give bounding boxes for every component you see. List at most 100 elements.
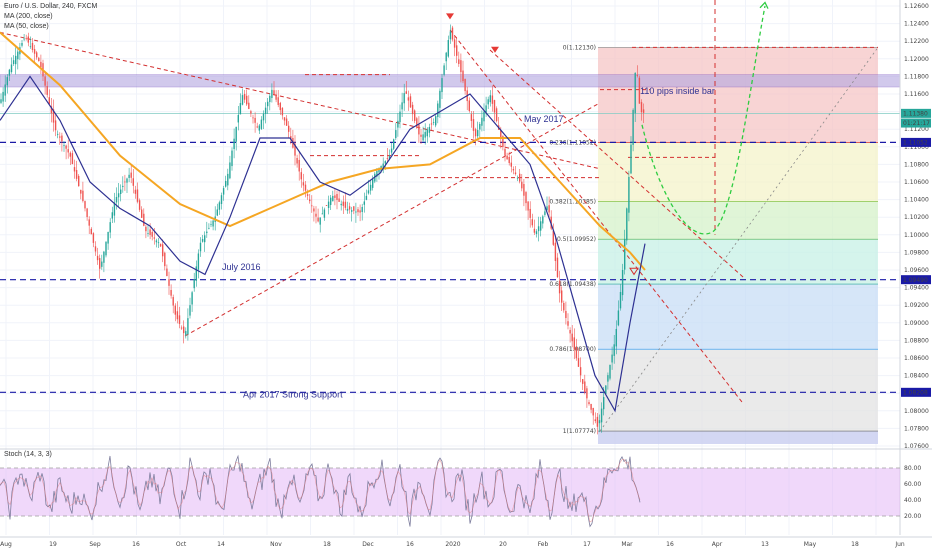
candle-body (481, 117, 483, 126)
candle-body (525, 192, 527, 204)
candle-body (147, 233, 149, 234)
candle-body (120, 189, 122, 195)
candle-body (243, 93, 246, 100)
candle-body (426, 129, 428, 137)
candle-body (332, 195, 334, 202)
candle-body (514, 172, 517, 175)
price-tick-label: 1.12200 (904, 38, 929, 45)
candle-body (75, 170, 78, 179)
candle-body (90, 228, 92, 235)
time-tick-label: Nov (270, 541, 282, 548)
candle-body (521, 181, 523, 189)
candle-body (298, 159, 300, 172)
time-tick-label: 18 (323, 541, 331, 548)
candle-body (336, 193, 338, 200)
candle-body (588, 402, 590, 405)
candle-body (552, 230, 554, 245)
candle-body (235, 126, 237, 142)
candle-body (288, 125, 290, 132)
candle-body (84, 201, 86, 209)
candle-body (157, 242, 160, 244)
price-tick-label: 1.08600 (904, 355, 929, 362)
candle-body (107, 231, 109, 244)
candle-body (193, 279, 195, 289)
candle-body (458, 59, 460, 64)
candle-body (65, 145, 67, 149)
candle-body (141, 209, 143, 218)
candle-body (237, 114, 239, 123)
price-tick-label: 1.10600 (904, 179, 929, 186)
candle-body (220, 195, 223, 204)
stoch-tick-label: 20.00 (904, 513, 921, 520)
time-tick-label: Feb (538, 541, 549, 548)
candle-body (493, 100, 496, 113)
fib-label: 0(1.12130) (563, 44, 596, 51)
candle-body (29, 46, 32, 48)
candle-body (447, 40, 449, 57)
moving-averages (0, 31, 646, 413)
candle-body (451, 27, 454, 40)
candle-body (155, 240, 158, 243)
candle-body (624, 239, 626, 270)
candle-body (151, 231, 153, 237)
time-axis[interactable]: Aug 19 Sep 16 Oct 14 Nov 18 Dec 16 2020 20 Feb 17 Mar 1… (0, 536, 932, 548)
candle-body (630, 144, 632, 174)
level-badge: 1.09490 (903, 277, 928, 284)
candle-body (512, 169, 515, 171)
candle-body (600, 408, 603, 423)
price-tick-label: 1.09000 (904, 320, 929, 327)
candle-body (638, 77, 641, 104)
candle-body (592, 407, 594, 416)
candle-body (401, 102, 403, 110)
candle-body (260, 119, 263, 129)
candle-body (44, 76, 46, 86)
candle-body (294, 143, 296, 156)
candle-body (216, 209, 218, 216)
candle-body (359, 210, 361, 213)
price-tick-label: 1.09400 (904, 285, 929, 292)
price-tick-label: 1.07600 (904, 443, 929, 450)
candle-body (613, 344, 615, 356)
candle-body (197, 253, 200, 270)
candle-body (115, 196, 118, 203)
annotations: July 2016 May 2017 Apr 2017 Strong Support… (222, 86, 715, 400)
countdown-badge-bg (901, 118, 931, 128)
candle-body (642, 109, 645, 113)
candle-body (439, 90, 441, 108)
candle-body (334, 195, 336, 198)
candle-body (386, 158, 389, 159)
candle-body (344, 201, 347, 208)
time-tick-label: 16 (132, 541, 140, 548)
candle-body (367, 190, 370, 194)
time-tick-label: 19 (49, 541, 57, 548)
candle-body (369, 184, 372, 191)
candle-body (456, 45, 458, 56)
candle-body (621, 270, 624, 296)
candle-body (460, 60, 462, 73)
fib-zone (598, 201, 878, 240)
candle-body (418, 124, 420, 135)
candle-body (225, 180, 227, 187)
fib-label: 0.5(1.09952) (557, 236, 596, 243)
candle-body (449, 31, 452, 40)
candle-body (365, 195, 368, 200)
candle-body (353, 206, 355, 211)
price-tick-label: 1.08800 (904, 337, 929, 344)
candle-body (617, 310, 620, 326)
candle-body (132, 178, 134, 186)
candle-body (311, 205, 313, 207)
candle-body (199, 242, 202, 252)
resistance-band-rect (0, 74, 901, 88)
candle-body (403, 93, 405, 104)
candle-body (504, 148, 506, 156)
candle-body (556, 257, 559, 278)
stoch-d-line (0, 458, 641, 523)
price-tick-label: 1.12400 (904, 21, 929, 28)
candle-body (537, 226, 540, 232)
time-tick-label: 20 (499, 541, 507, 548)
price-axis[interactable]: 1.076001.078001.080001.082001.084001.086… (899, 0, 931, 535)
countdown-badge: 01:21:17 (903, 120, 930, 127)
candle-body (48, 97, 50, 105)
candle-body (117, 193, 120, 198)
